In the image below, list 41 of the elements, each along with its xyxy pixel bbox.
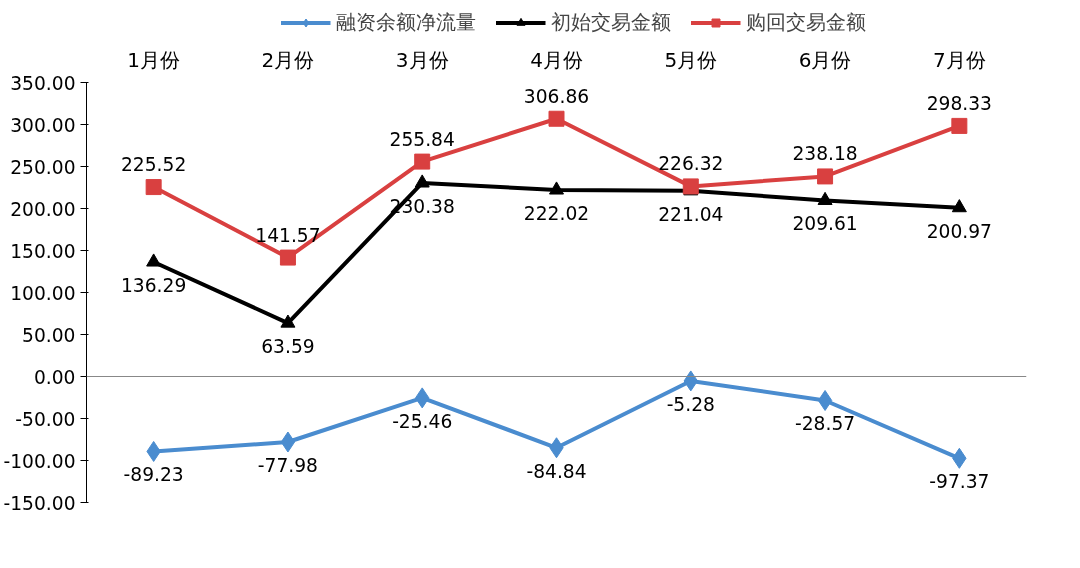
data-label: 209.61 — [792, 213, 858, 235]
y-tick-label: -150.00 — [3, 492, 76, 514]
data-label: 306.86 — [523, 85, 590, 107]
data-label: 225.52 — [121, 154, 187, 176]
y-tick-label: 350.00 — [10, 72, 76, 94]
data-label: 221.04 — [658, 203, 724, 225]
data-label: 255.84 — [389, 128, 455, 150]
y-tick-label: 150.00 — [10, 240, 76, 262]
data-label: -25.46 — [392, 410, 453, 432]
x-tick-label: 3月份 — [395, 47, 449, 72]
data-label: 222.02 — [523, 203, 590, 224]
data-label: 226.32 — [658, 153, 724, 175]
y-tick-label: -50.00 — [15, 408, 76, 430]
x-tick-label: 1月份 — [127, 47, 181, 72]
x-tick-label: 7月份 — [932, 47, 986, 72]
y-tick-label: 300.00 — [10, 114, 76, 136]
legend-label: 初始交易金额 — [550, 8, 671, 36]
y-tick-label: 250.00 — [10, 156, 76, 178]
y-tick-label: 200.00 — [10, 198, 76, 220]
data-label: -77.98 — [257, 455, 319, 476]
data-label: 141.57 — [255, 224, 321, 246]
data-label: 136.29 — [121, 275, 187, 297]
legend-label: 购回交易金额 — [745, 8, 866, 36]
y-tick-label: 100.00 — [10, 282, 76, 304]
y-tick-label: -100.00 — [3, 450, 76, 472]
data-label: 298.33 — [926, 92, 992, 114]
data-label: 63.59 — [261, 336, 315, 358]
data-label: 238.18 — [792, 143, 858, 165]
x-tick-label: 4月份 — [530, 47, 583, 72]
data-label: -5.28 — [666, 393, 715, 415]
legend-label: 融资余额净流量 — [335, 8, 476, 36]
y-tick-label: 0.00 — [33, 366, 76, 388]
data-label: -28.57 — [795, 413, 856, 435]
data-label: -84.84 — [526, 460, 587, 482]
data-label: -97.37 — [929, 471, 990, 493]
y-tick-label: 50.00 — [22, 324, 76, 346]
data-label: 200.97 — [926, 220, 992, 242]
x-tick-label: 2月份 — [261, 47, 315, 72]
x-tick-label: 6月份 — [798, 47, 852, 72]
data-label: -89.23 — [123, 464, 184, 486]
x-tick-label: 5月份 — [664, 47, 718, 72]
